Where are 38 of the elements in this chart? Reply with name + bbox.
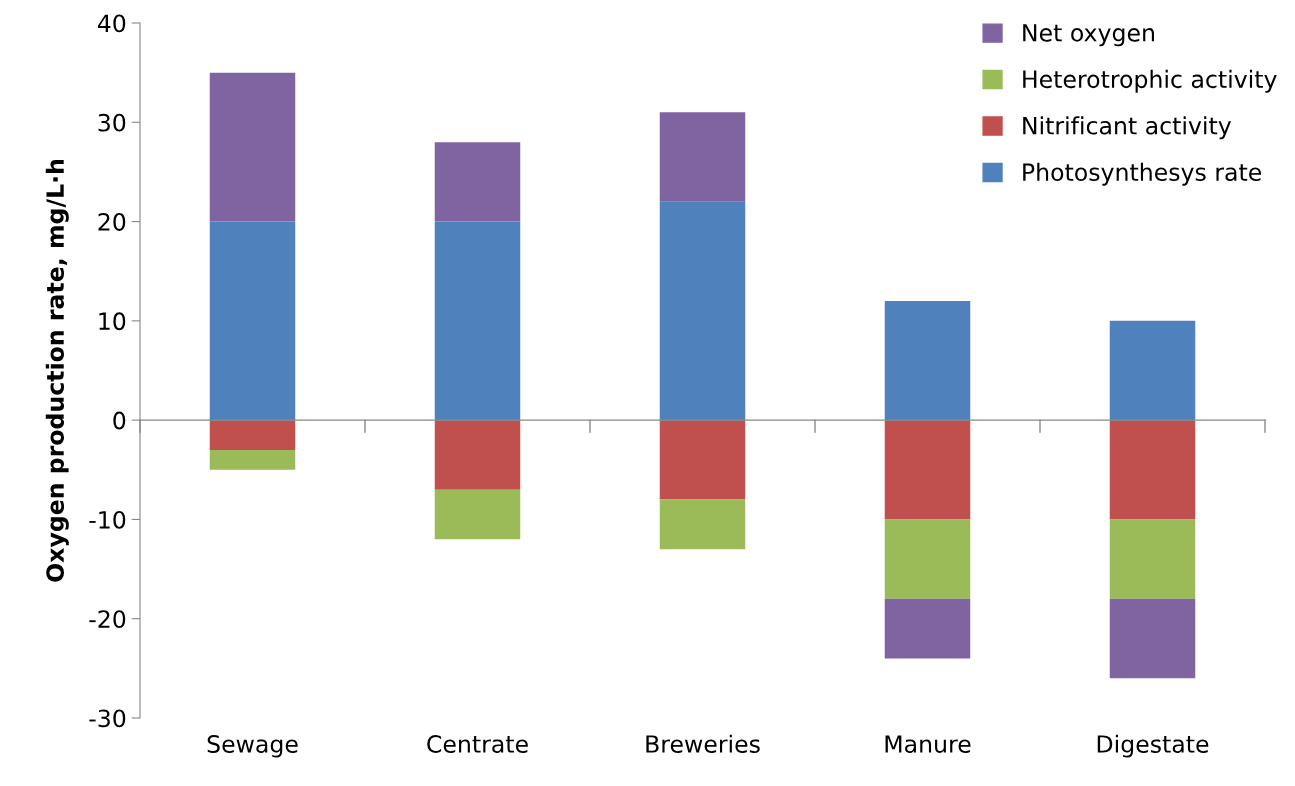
x-tick-label: Breweries (646, 734, 760, 753)
bar (209, 420, 296, 450)
bar (434, 489, 521, 540)
y-tick-label: -10 (89, 510, 126, 529)
bar (1109, 519, 1196, 599)
bar (434, 420, 521, 490)
legend-label: Photosynthesys rate (1023, 162, 1262, 186)
bar (209, 72, 296, 222)
y-tick-label: -30 (89, 709, 126, 728)
x-tick-label: Sewage (207, 735, 298, 758)
y-tick-label: 40 (97, 14, 126, 33)
bar (884, 301, 971, 421)
bar (884, 598, 971, 659)
bar (659, 201, 746, 421)
y-tick-label: 30 (98, 113, 126, 132)
x-tick-label: Centrate (427, 735, 528, 753)
bar (434, 221, 521, 421)
bar (209, 221, 296, 421)
bar (659, 499, 746, 550)
bar (1109, 598, 1196, 679)
x-tick-label: Digestate (1097, 734, 1209, 758)
y-tick-label: 0 (113, 411, 126, 430)
y-tick-label: 10 (99, 312, 126, 331)
legend-label: Nitrificant activity (1023, 116, 1232, 140)
y-tick-label: -20 (89, 610, 126, 629)
y-tick-label: 20 (98, 213, 126, 231)
bar (659, 420, 746, 500)
legend-label: Heterotrophic activity (1023, 69, 1277, 93)
legend-label: Net oxygen (1023, 24, 1154, 47)
y-axis-title: Oxygen production rate, mg/L·h (45, 159, 69, 582)
bar (1109, 420, 1196, 520)
bar (659, 112, 746, 202)
bar (209, 449, 296, 470)
bar (1109, 320, 1196, 421)
bar (884, 519, 971, 599)
x-tick-label: Manure (885, 735, 971, 753)
bar (884, 420, 971, 520)
bar (434, 142, 521, 222)
